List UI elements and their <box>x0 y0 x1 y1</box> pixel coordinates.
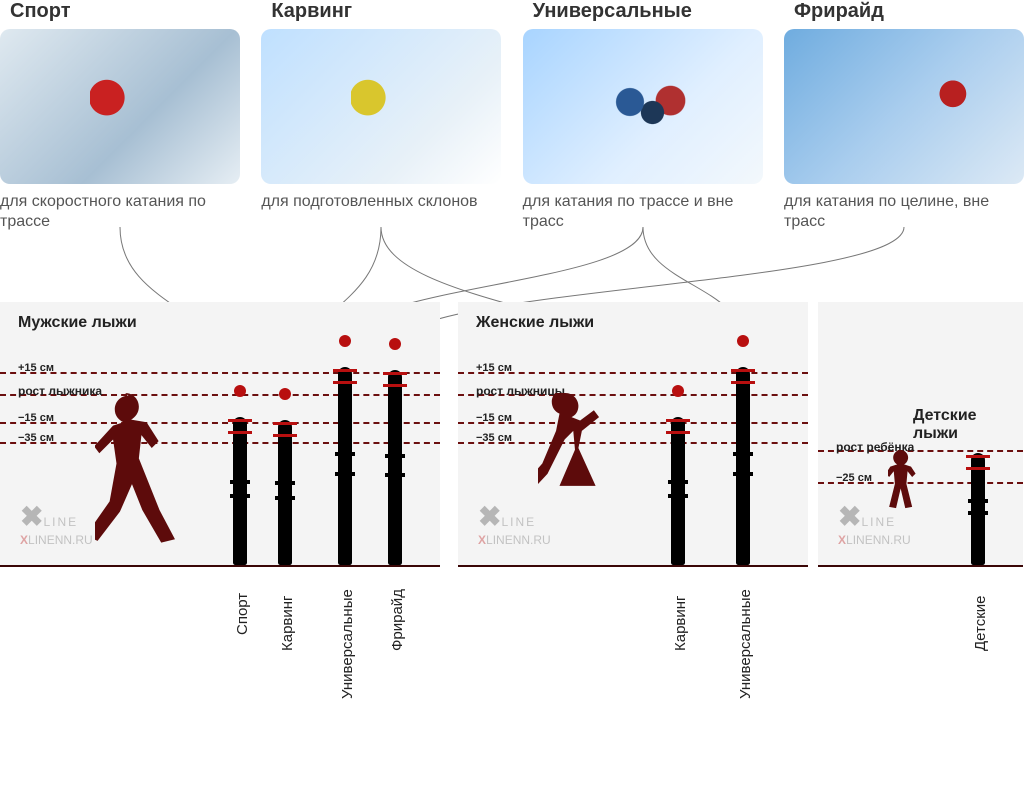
ski-label: Универсальные <box>737 589 754 699</box>
category-desc: для подготовленных склонов <box>261 192 501 212</box>
connector-dot-icon <box>737 335 749 347</box>
height-reference-label: −35 см <box>18 432 54 444</box>
category-carving: Карвинг для подготовленных склонов <box>261 0 501 232</box>
panel-title: Мужские лыжи <box>18 314 137 332</box>
category-title: Карвинг <box>271 0 501 23</box>
person-silhouette-icon <box>888 450 957 565</box>
height-reference-label: −35 см <box>476 432 512 444</box>
category-thumb <box>0 29 240 184</box>
ski-icon <box>230 417 250 565</box>
ski-label: Карвинг <box>672 595 689 651</box>
category-thumb <box>523 29 763 184</box>
baseline <box>458 565 808 567</box>
ski-label: Универсальные <box>339 589 356 699</box>
ski-label: Спорт <box>234 593 251 635</box>
watermark-x-icon: ✖ <box>20 501 43 532</box>
ski-label: Детские <box>972 596 989 652</box>
ski-icon <box>275 420 295 565</box>
ski-icon <box>968 453 988 565</box>
connector-dot-icon <box>672 385 684 397</box>
height-reference-line <box>0 442 440 444</box>
category-title: Универсальные <box>533 0 763 23</box>
connector-dot-icon <box>389 338 401 350</box>
category-universal: Универсальные для катания по трассе и вн… <box>523 0 763 232</box>
category-desc: для катания по трассе и вне трасс <box>523 192 763 232</box>
person-silhouette-icon <box>538 393 641 565</box>
panel-title: Женские лыжи <box>476 314 594 332</box>
panel-men: Мужские лыжи ✖LINE XLINENN.RU +15 см рост… <box>0 302 440 567</box>
panels-row: Мужские лыжи ✖LINE XLINENN.RU +15 см рост… <box>0 302 1024 737</box>
ski-label: Карвинг <box>279 595 296 651</box>
height-reference-label: рост лыжника <box>18 384 102 398</box>
connector-dot-icon <box>234 385 246 397</box>
height-reference-line <box>0 422 440 424</box>
watermark-x-icon: ✖ <box>478 501 501 532</box>
skier-icon <box>351 79 393 141</box>
height-reference-label: +15 см <box>476 362 512 374</box>
watermark-x-icon: ✖ <box>838 501 861 532</box>
category-thumb <box>261 29 501 184</box>
ski-icon <box>733 367 753 565</box>
skier-icon <box>90 79 132 141</box>
person-silhouette-icon <box>95 393 198 565</box>
ski-icon <box>668 417 688 565</box>
category-thumb <box>784 29 1024 184</box>
panel-women: Женские лыжи ✖LINE XLINENN.RU +15 смрост… <box>458 302 808 567</box>
height-reference-line <box>0 372 440 374</box>
connector-dot-icon <box>279 388 291 400</box>
watermark: ✖LINE XLINENN.RU <box>20 500 93 547</box>
category-freeride: Фрирайд для катания по целине, вне трасс <box>784 0 1024 232</box>
height-reference-label: −15 см <box>476 412 512 424</box>
ski-label: Фрирайд <box>389 589 406 651</box>
skier-icon <box>603 74 693 144</box>
panel-title: Детские лыжи <box>913 407 1023 443</box>
category-title: Спорт <box>10 0 240 23</box>
skier-icon <box>934 69 976 131</box>
ski-icon <box>335 367 355 565</box>
category-row: Спорт для скоростного катания по трассе … <box>0 0 1024 232</box>
baseline <box>0 565 440 567</box>
category-sport: Спорт для скоростного катания по трассе <box>0 0 240 232</box>
height-reference-label: −25 см <box>836 472 872 484</box>
connector-dot-icon <box>339 335 351 347</box>
panel-kids: Детские лыжи ✖LINE XLINENN.RU рост ребён… <box>818 302 1023 567</box>
height-reference-label: −15 см <box>18 412 54 424</box>
height-reference-label: +15 см <box>18 362 54 374</box>
baseline <box>818 565 1023 567</box>
ski-size-infographic: Спорт для скоростного катания по трассе … <box>0 0 1024 737</box>
ski-icon <box>385 370 405 565</box>
category-title: Фрирайд <box>794 0 1024 23</box>
category-desc: для катания по целине, вне трасс <box>784 192 1024 232</box>
category-desc: для скоростного катания по трассе <box>0 192 240 232</box>
